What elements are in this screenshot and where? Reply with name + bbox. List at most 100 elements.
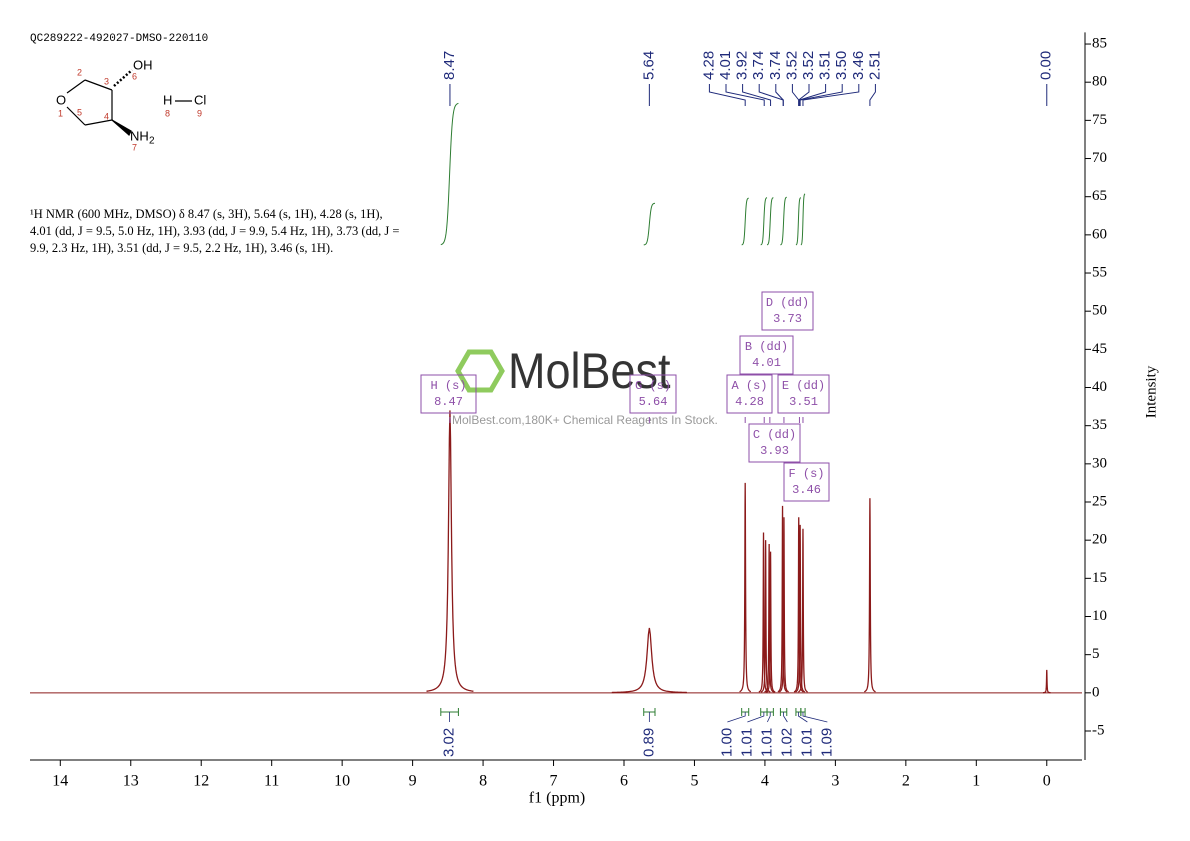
peak-label: 4.01 [717, 51, 734, 80]
multiplet-shift: 8.47 [434, 395, 463, 409]
x-tick-label: 3 [831, 773, 839, 790]
peak-connector [798, 84, 827, 106]
multiplet-shift: 3.93 [760, 444, 789, 458]
logo [455, 349, 505, 393]
wedge-bond [111, 119, 132, 136]
atom: OH [133, 57, 153, 72]
peak [426, 410, 474, 692]
y-tick-label: 45 [1092, 341, 1107, 357]
peak-connector [758, 84, 784, 106]
watermark: MolBest MolBest.com,180K+ Chemical Reage… [452, 344, 718, 427]
multiplet-name: C (dd) [753, 428, 796, 442]
x-tick-label: 14 [52, 773, 68, 790]
integral-label: 0.89 [640, 728, 657, 757]
locant: 3 [104, 76, 109, 86]
x-tick-label: 7 [550, 773, 558, 790]
integral-connector [747, 712, 765, 723]
x-tick-label: 6 [620, 773, 628, 790]
locant: 4 [104, 111, 109, 121]
atom: NH [130, 128, 149, 143]
peak-label: 4.28 [700, 51, 717, 80]
bond [84, 79, 113, 91]
peak-connector [725, 84, 765, 106]
integral-curve [780, 196, 787, 246]
integral-curve [440, 102, 459, 246]
y-tick-label: 40 [1092, 379, 1107, 395]
y-tick-label: 85 [1092, 35, 1107, 51]
locant: 9 [197, 108, 202, 118]
peak-connector [802, 84, 860, 106]
x-tick-label: 1 [972, 773, 980, 790]
multiplet-name: F (s) [788, 467, 824, 481]
multiplet-name: H (s) [430, 379, 466, 393]
x-tick-label: 2 [902, 773, 910, 790]
atom: Cl [194, 92, 206, 107]
integral-curve [643, 202, 656, 246]
integral-label: 1.01 [758, 728, 775, 757]
peak-label: 3.52 [783, 51, 800, 80]
bond [66, 106, 86, 126]
y-tick-label: 70 [1092, 150, 1107, 166]
multiplet-shift: 5.64 [639, 395, 668, 409]
multiplet-box [783, 462, 830, 502]
multiplet-box [726, 374, 773, 414]
peak-label: 3.51 [817, 51, 834, 80]
multiplet-shift: 4.01 [752, 356, 781, 370]
y-tick-label: 5 [1092, 646, 1100, 662]
y-tick-label: 35 [1092, 417, 1107, 433]
x-tick-label: 5 [690, 773, 698, 790]
integral-label: 3.02 [441, 728, 458, 757]
structure [66, 69, 192, 136]
description: ¹H NMR (600 MHz, DMSO) δ 8.47 (s, 3H), 5… [30, 207, 400, 255]
peak [777, 505, 788, 693]
peak [611, 627, 687, 694]
peak [778, 517, 789, 693]
locant: 5 [77, 107, 82, 117]
atom-subscript: 2 [149, 136, 155, 147]
integral-label: 1.09 [818, 728, 835, 757]
peak-label: 3.52 [800, 51, 817, 80]
multiplet-box [748, 423, 801, 463]
multiplet-shift: 3.46 [792, 483, 821, 497]
peak-connector [798, 84, 810, 106]
peak [764, 543, 775, 693]
peak [739, 482, 752, 693]
peak [1043, 669, 1051, 694]
peak-connector [775, 84, 784, 106]
peak [864, 498, 876, 693]
multiplet-shift: 3.73 [773, 312, 802, 326]
atoms: O OH NH 2 H Cl [56, 57, 206, 146]
x-tick-label: 8 [479, 773, 487, 790]
peak-label: 3.92 [734, 51, 751, 80]
peak-label: 3.74 [750, 51, 767, 80]
brand: MolBest [508, 344, 671, 400]
locant: 6 [132, 71, 137, 81]
y-tick-label: 10 [1092, 608, 1107, 624]
y-tick-label: 15 [1092, 570, 1107, 586]
x-tick-label: 0 [1043, 773, 1051, 790]
locants: 1 2 3 4 5 6 7 8 9 [58, 67, 202, 152]
peak-label: 3.50 [833, 51, 850, 80]
multiplet-box [739, 335, 794, 375]
atom: H [163, 92, 172, 107]
peak [795, 524, 806, 693]
y-tick-label: 30 [1092, 455, 1107, 471]
peak-connector [708, 84, 746, 106]
integral-connector [802, 712, 828, 723]
x-tick-label: 11 [264, 773, 279, 790]
tagline: MolBest.com,180K+ Chemical Reagents In S… [452, 413, 718, 427]
bond [84, 119, 113, 126]
sample-id: QC289222-492027-DMSO-220110 [30, 33, 208, 45]
x-tick-label: 12 [193, 773, 209, 790]
y-tick-label: 20 [1092, 532, 1107, 548]
locant: 1 [58, 108, 63, 118]
peak-label: 3.74 [767, 51, 784, 80]
multiplet-name: G (s) [635, 379, 671, 393]
y-tick-label: 0 [1092, 684, 1100, 700]
y-tick-label: -5 [1092, 722, 1105, 738]
locant: 2 [77, 67, 82, 77]
integral-label: 1.01 [738, 728, 755, 757]
integral-curve [800, 193, 806, 246]
integral-curve [741, 197, 749, 246]
